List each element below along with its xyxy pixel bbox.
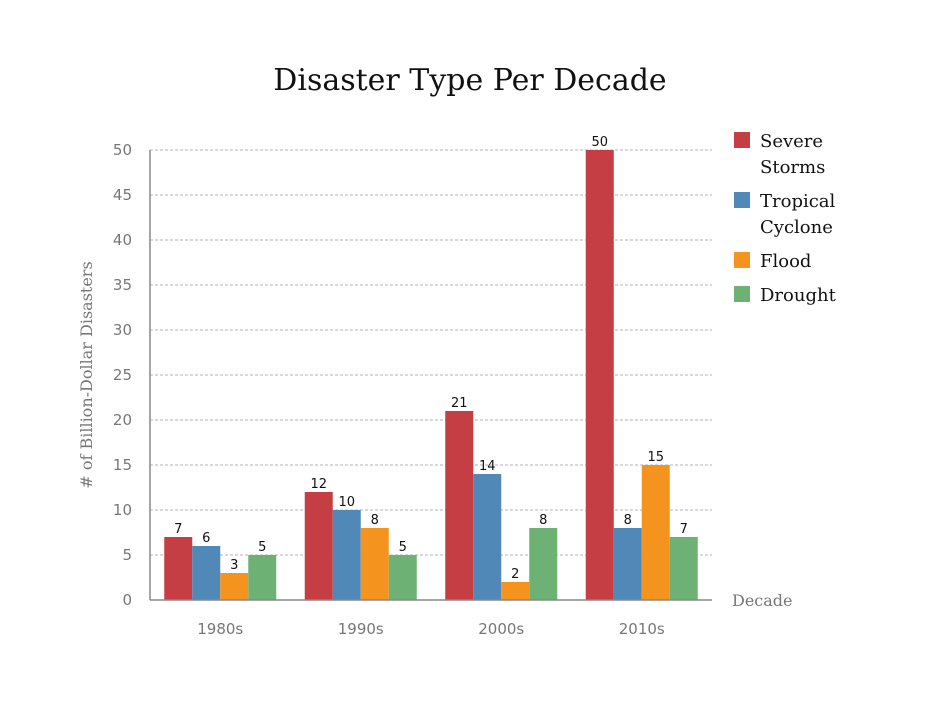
y-tick-label: 45 [113,186,132,204]
bar [585,150,614,600]
bar [669,537,698,600]
y-tick-label: 15 [113,456,132,474]
data-label: 5 [399,540,407,555]
y-tick-label: 35 [113,276,132,294]
x-tick-label: 2010s [619,620,665,638]
data-label: 12 [310,477,327,492]
y-tick-label: 20 [113,411,132,429]
legend-item: Severe Storms [734,131,825,178]
bar [641,465,670,600]
data-label: 8 [539,513,547,528]
legend-label: Drought [760,285,837,306]
y-tick-label: 30 [113,321,132,339]
legend-label: Severe Storms [760,131,825,178]
data-label: 8 [371,513,379,528]
bar [220,573,249,600]
x-tick-label: 1980s [197,620,243,638]
data-label: 50 [591,135,608,150]
axes [149,150,712,601]
legend-swatch [734,286,750,302]
y-tick-label: 40 [113,231,132,249]
data-label: 14 [479,459,496,474]
x-axis-label: Decade [732,591,793,610]
bar [304,492,333,600]
bar [360,528,389,600]
data-label: 5 [258,540,266,555]
x-tick-labels: 1980s 1990s 2000s 2010s [197,620,665,638]
data-label: 15 [647,450,664,465]
legend-item: Flood [734,251,811,272]
data-label: 7 [174,522,182,537]
data-label: 10 [338,495,355,510]
bars [164,150,698,600]
legend-item: Tropical Cyclone [734,191,836,238]
data-label: 2 [511,567,519,582]
y-axis-label: # of Billion-Dollar Disasters [77,261,96,488]
bar [613,528,642,600]
legend-label: Flood [760,251,811,272]
bar [388,555,417,600]
bar [529,528,558,600]
legend-swatch [734,132,750,148]
bar [192,546,221,600]
legend-item: Drought [734,285,837,306]
y-tick-label: 25 [113,366,132,384]
data-label: 7 [680,522,688,537]
bar [332,510,361,600]
bar [501,582,530,600]
y-tick-label: 5 [122,546,132,564]
bar [445,411,474,600]
bar [473,474,502,600]
data-label: 8 [624,513,632,528]
x-tick-label: 2000s [478,620,524,638]
legend-swatch [734,192,750,208]
y-tick-label: 0 [122,591,132,609]
y-tick-labels: 0 5 10 15 20 25 30 35 40 45 50 [113,141,132,609]
data-label: 3 [230,558,238,573]
legend: Severe Storms Tropical Cyclone Flood Drought [734,131,837,306]
x-tick-label: 1990s [338,620,384,638]
data-labels: 7 6 3 5 12 10 8 5 21 14 2 8 50 8 15 7 [174,135,688,582]
bar [164,537,193,600]
legend-label: Tropical Cyclone [760,191,836,238]
legend-swatch [734,252,750,268]
y-tick-label: 50 [113,141,132,159]
bar [248,555,277,600]
chart-title: Disaster Type Per Decade [273,63,666,98]
y-tick-label: 10 [113,501,132,519]
data-label: 21 [451,396,468,411]
gridlines [150,149,712,556]
data-label: 6 [202,531,210,546]
